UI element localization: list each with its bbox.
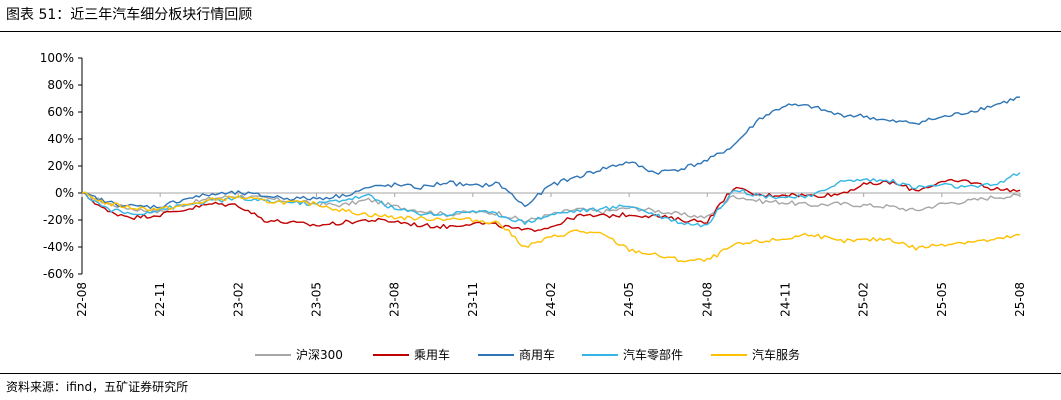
x-tick-label: 23-02	[231, 282, 245, 317]
y-tick-label: -60%	[43, 267, 74, 281]
y-tick-label: -40%	[43, 240, 74, 254]
y-tick-label: 100%	[40, 51, 74, 65]
y-tick-label: 0%	[55, 186, 74, 200]
x-tick-label: 25-08	[1013, 282, 1027, 317]
y-tick-label: 80%	[47, 78, 74, 92]
x-tick-label: 25-02	[857, 282, 871, 317]
x-tick-label: 24-02	[544, 282, 558, 317]
x-tick-label: 23-08	[388, 282, 402, 317]
x-axis: 22-08 22-11 23-02 23-05 23-08 23-11 24-02 24-05…	[75, 192, 1027, 317]
legend-label: 汽车零部件	[623, 347, 683, 362]
top-rule	[0, 31, 1061, 32]
x-tick-label: 24-08	[700, 282, 714, 317]
x-tick-label: 24-11	[779, 282, 793, 317]
legend: 沪深300 乘用车 商用车 汽车零部件 汽车服务	[255, 347, 800, 362]
y-tick-label: 60%	[47, 105, 74, 119]
source-note: 资料来源：ifind，五矿证券研究所	[6, 380, 189, 394]
series-line	[81, 192, 1021, 223]
x-tick-label: 24-05	[622, 282, 636, 317]
x-tick-label: 23-11	[466, 282, 480, 317]
plot-area	[81, 96, 1021, 263]
y-tick-label: 20%	[47, 159, 74, 173]
x-tick-label: 22-08	[75, 282, 89, 317]
x-tick-label: 25-05	[935, 282, 949, 317]
y-tick-label: 40%	[47, 132, 74, 146]
series-line	[81, 191, 1021, 263]
bottom-rule	[0, 373, 1061, 374]
legend-label: 沪深300	[296, 348, 343, 362]
legend-label: 乘用车	[414, 347, 450, 362]
x-tick-label: 23-05	[310, 282, 324, 317]
legend-label: 商用车	[519, 347, 555, 362]
y-axis: 100% 80% 60% 40% 20% 0% -20% -40% -60%	[40, 51, 83, 281]
x-tick-label: 22-11	[153, 282, 167, 317]
figure-title: 图表 51：近三年汽车细分板块行情回顾	[6, 7, 253, 23]
legend-label: 汽车服务	[752, 347, 800, 362]
series-line	[81, 96, 1021, 210]
y-tick-label: -20%	[43, 213, 74, 227]
line-chart: 100% 80% 60% 40% 20% 0% -20% -40% -60% 22-08 22-1…	[40, 51, 1027, 362]
series-line	[81, 178, 1021, 232]
